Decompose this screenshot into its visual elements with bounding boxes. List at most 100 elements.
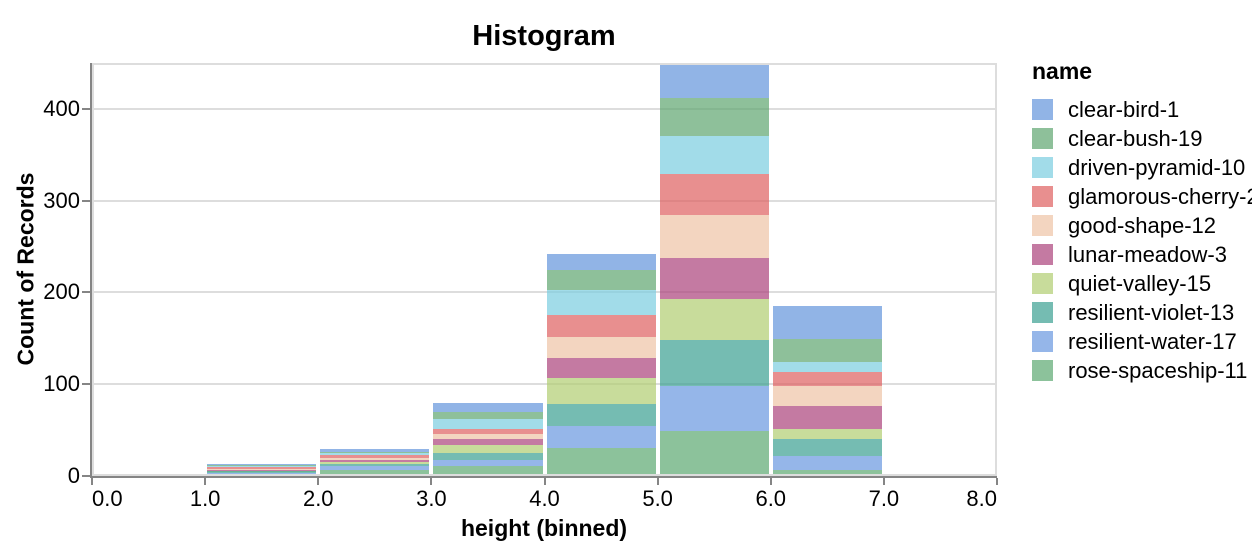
y-tick-label: 100: [43, 371, 80, 397]
bar-segment-quiet-valley-15: [207, 470, 317, 472]
bar-segment-clear-bush-19: [546, 269, 656, 290]
x-tick-mark: [430, 478, 433, 485]
bar-segment-good-shape-12: [207, 468, 317, 470]
legend: name clear-bird-1 clear-bush-19 driven-pyr…: [1032, 58, 1252, 389]
legend-swatch-resilient-violet-13: [1032, 302, 1053, 323]
bar-segment-clear-bush-19: [433, 411, 543, 420]
legend-rows: clear-bird-1 clear-bush-19 driven-pyramid-…: [1032, 97, 1252, 383]
legend-item-quiet-valley-15: quiet-valley-15: [1032, 271, 1252, 296]
y-tick-label: 200: [43, 279, 80, 305]
x-tick-mark: [656, 478, 659, 485]
legend-swatch-lunar-meadow-3: [1032, 244, 1053, 265]
bar-segment-resilient-water-17: [207, 473, 317, 475]
bar-segment-good-shape-12: [772, 386, 882, 407]
bar-segment-clear-bird-1: [320, 449, 430, 453]
bar-segment-resilient-violet-13: [320, 464, 430, 466]
bar-segment-resilient-water-17: [320, 465, 430, 470]
bar-segment-rose-spaceship-11: [546, 448, 656, 476]
legend-title: name: [1032, 58, 1093, 84]
legend-swatch-rose-spaceship-11: [1032, 360, 1053, 381]
x-tick-mark: [317, 478, 320, 485]
bar-segment-good-shape-12: [659, 215, 769, 258]
legend-item-rose-spaceship-11: rose-spaceship-11: [1032, 357, 1252, 383]
legend-swatch-quiet-valley-15: [1032, 273, 1053, 294]
bar-segment-glamorous-cherry-2: [659, 174, 769, 216]
bar-segment-glamorous-cherry-2: [433, 429, 543, 434]
bar-segment-lunar-meadow-3: [659, 257, 769, 299]
legend-swatch-good-shape-12: [1032, 215, 1053, 236]
legend-item-lunar-meadow-3: lunar-meadow-3: [1032, 241, 1252, 267]
legend-swatch-driven-pyramid-10: [1032, 157, 1053, 178]
legend-label: lunar-meadow-3: [1068, 241, 1227, 267]
bar-segment-clear-bird-1: [659, 63, 769, 98]
y-tick-label: 300: [43, 187, 80, 213]
y-tick-mark: [82, 291, 90, 294]
x-tick-mark: [204, 478, 207, 485]
y-tick-mark: [82, 107, 90, 110]
x-tick-label: 6.0: [755, 486, 787, 511]
bar-segment-clear-bush-19: [207, 465, 317, 466]
bar-segment-good-shape-12: [433, 433, 543, 440]
y-tick-mark: [82, 199, 90, 202]
legend-label: driven-pyramid-10: [1068, 154, 1246, 180]
x-tick-mark: [543, 478, 546, 485]
bar-segment-resilient-water-17: [433, 460, 543, 466]
y-gridline: [92, 107, 997, 110]
bar-segment-lunar-meadow-3: [546, 357, 656, 378]
bar-segment-clear-bird-1: [772, 306, 882, 340]
y-tick-mark: [82, 475, 90, 477]
legend-item-resilient-water-17: resilient-water-17: [1032, 329, 1252, 354]
y-tick-label: 400: [43, 95, 80, 121]
legend-swatch-clear-bush-19: [1032, 128, 1053, 149]
histogram-bar-bin-4-5: [546, 253, 656, 476]
chart-title: Histogram: [472, 20, 616, 52]
x-tick-mark: [769, 478, 772, 485]
bar-segment-driven-pyramid-10: [207, 465, 317, 467]
bar-segment-quiet-valley-15: [433, 444, 543, 454]
bar-segment-quiet-valley-15: [772, 429, 882, 440]
histogram-bar-bin-3-4: [433, 402, 543, 476]
legend-label: glamorous-cherry-2: [1068, 183, 1252, 209]
y-gridline: [92, 199, 997, 202]
legend-swatch-glamorous-cherry-2: [1032, 186, 1053, 207]
y-axis-domain-line: [90, 63, 92, 478]
legend-label: resilient-violet-13: [1068, 299, 1235, 325]
bar-segment-clear-bush-19: [772, 339, 882, 363]
legend-item-clear-bird-1: clear-bird-1: [1032, 97, 1252, 122]
bar-segment-lunar-meadow-3: [772, 406, 882, 430]
histogram-bar-bin-5-6: [659, 63, 769, 476]
histogram-bar-bin-2-3: [320, 449, 430, 476]
legend-label: clear-bush-19: [1068, 125, 1203, 151]
plot-area: [82, 63, 998, 485]
bar-segment-good-shape-12: [546, 337, 656, 358]
x-tick-label: 7.0: [868, 486, 900, 511]
histogram-bar-bin-6-7: [772, 306, 882, 476]
x-axis-domain-line: [90, 476, 997, 478]
bar-segment-quiet-valley-15: [546, 377, 656, 405]
bar-segment-clear-bush-19: [320, 452, 430, 454]
x-tick-label: 4.0: [529, 486, 560, 511]
bar-segment-quiet-valley-15: [659, 298, 769, 341]
x-tick-label: 3.0: [416, 486, 447, 511]
bar-segment-resilient-violet-13: [772, 439, 882, 456]
bar-segment-lunar-meadow-3: [207, 469, 317, 471]
bar-segment-driven-pyramid-10: [659, 136, 769, 175]
bar-segment-rose-spaceship-11: [433, 465, 543, 476]
bar-segment-lunar-meadow-3: [433, 439, 543, 445]
bar-segment-glamorous-cherry-2: [546, 314, 656, 338]
legend-label: rose-spaceship-11: [1068, 357, 1248, 383]
bar-segment-glamorous-cherry-2: [320, 454, 430, 458]
x-tick-label: 0.0: [92, 486, 123, 511]
bar-segment-lunar-meadow-3: [320, 459, 430, 463]
bar-segment-good-shape-12: [320, 457, 430, 460]
histogram-bar-bin-1-2: [207, 464, 317, 476]
bar-segment-driven-pyramid-10: [546, 289, 656, 315]
legend-label: good-shape-12: [1068, 212, 1217, 238]
bar-segment-resilient-violet-13: [659, 340, 769, 387]
bar-segment-glamorous-cherry-2: [772, 372, 882, 387]
legend-swatch-resilient-water-17: [1032, 331, 1053, 352]
legend-item-clear-bush-19: clear-bush-19: [1032, 125, 1252, 151]
bar-segment-resilient-water-17: [659, 386, 769, 432]
bar-segment-driven-pyramid-10: [320, 453, 430, 455]
x-tick-mark: [996, 478, 998, 485]
